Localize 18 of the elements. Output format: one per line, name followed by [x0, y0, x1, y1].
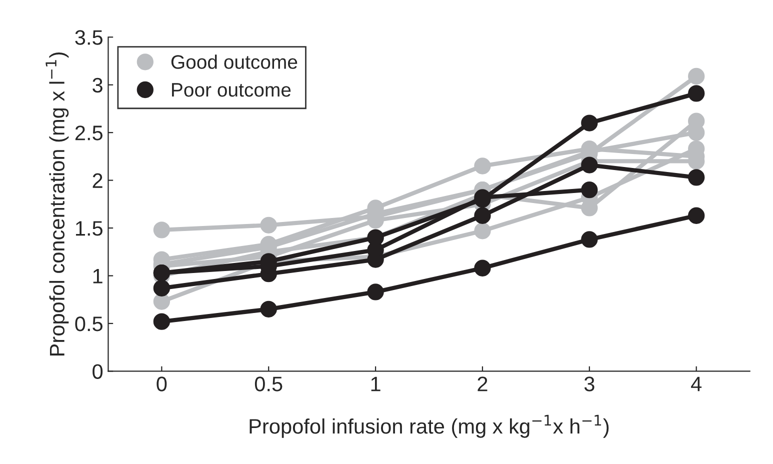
- y-tick-label: 1.5: [76, 221, 102, 236]
- y-axis-title: Propofol concentration (mg x l$^{−1}$): [46, 52, 69, 356]
- y-tick-label: 0.5: [75, 316, 102, 332]
- x-tick-label: 2: [478, 376, 488, 392]
- x-tick-label: 4: [691, 376, 702, 392]
- x-tick-label: 0: [156, 376, 167, 392]
- x-tick-label: 0.5: [254, 376, 282, 392]
- y-tick-label: 0: [92, 364, 103, 379]
- x-tick-label: 3: [584, 376, 594, 392]
- y-tick-label: 2.5: [75, 126, 102, 140]
- y-tick-label: 2: [92, 173, 102, 188]
- y-tick-label: 1: [93, 268, 102, 284]
- x-tick-label: 1: [371, 376, 380, 392]
- x-axis-title: Propofol infusion rate (mg x kg$^{−1}$x h$^{−1}$): [250, 414, 609, 438]
- y-tick-label: 3: [92, 78, 102, 93]
- legend-label: Good outcome: [171, 54, 298, 69]
- y-tick-label: 3.5: [75, 30, 102, 45]
- legend-label: Poor outcome: [172, 83, 291, 97]
